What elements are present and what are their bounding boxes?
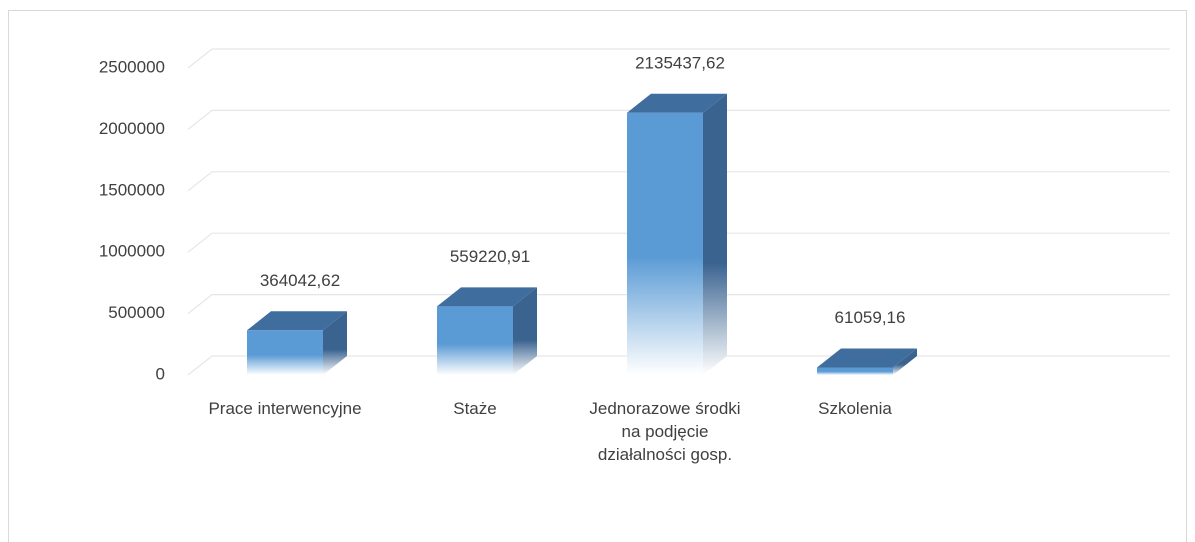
bar-top <box>627 93 727 113</box>
y-tick-label: 0 <box>156 364 165 383</box>
y-tick-label: 1500000 <box>99 180 165 199</box>
grid-line <box>187 294 1170 315</box>
x-tick-label: Staże <box>453 399 497 418</box>
value-label: 61059,16 <box>835 308 906 327</box>
x-tick-label: Prace interwencyjne <box>208 399 362 418</box>
grid-line <box>187 109 1170 130</box>
grid-line <box>187 48 1170 69</box>
chart-border <box>8 10 1187 542</box>
value-label: 559220,91 <box>450 247 530 266</box>
bar-side <box>513 287 537 375</box>
bar-front <box>247 330 323 375</box>
bar-side <box>323 311 347 375</box>
bar-top <box>817 348 917 368</box>
y-tick-label: 2000000 <box>99 119 165 138</box>
bar <box>627 93 727 376</box>
bar-front <box>627 112 703 376</box>
bar-front <box>437 306 513 375</box>
bar-side <box>703 93 727 376</box>
bar-front <box>817 367 893 375</box>
bar <box>437 287 537 375</box>
grid-line <box>187 171 1170 192</box>
value-label: 2135437,62 <box>635 53 725 72</box>
bar <box>247 311 347 375</box>
y-tick-label: 500000 <box>108 303 165 322</box>
value-label: 364042,62 <box>260 271 340 290</box>
bar-top <box>437 287 537 307</box>
x-tick-label: Szkolenia <box>818 399 892 418</box>
bar-side <box>893 348 917 375</box>
grid-line <box>187 232 1170 253</box>
y-tick-label: 2500000 <box>99 57 165 76</box>
bar-top <box>247 311 347 331</box>
y-tick-label: 1000000 <box>99 242 165 261</box>
x-tick-label: Jednorazowe środki na podjęcie działalno… <box>589 399 741 464</box>
bar <box>817 348 917 375</box>
